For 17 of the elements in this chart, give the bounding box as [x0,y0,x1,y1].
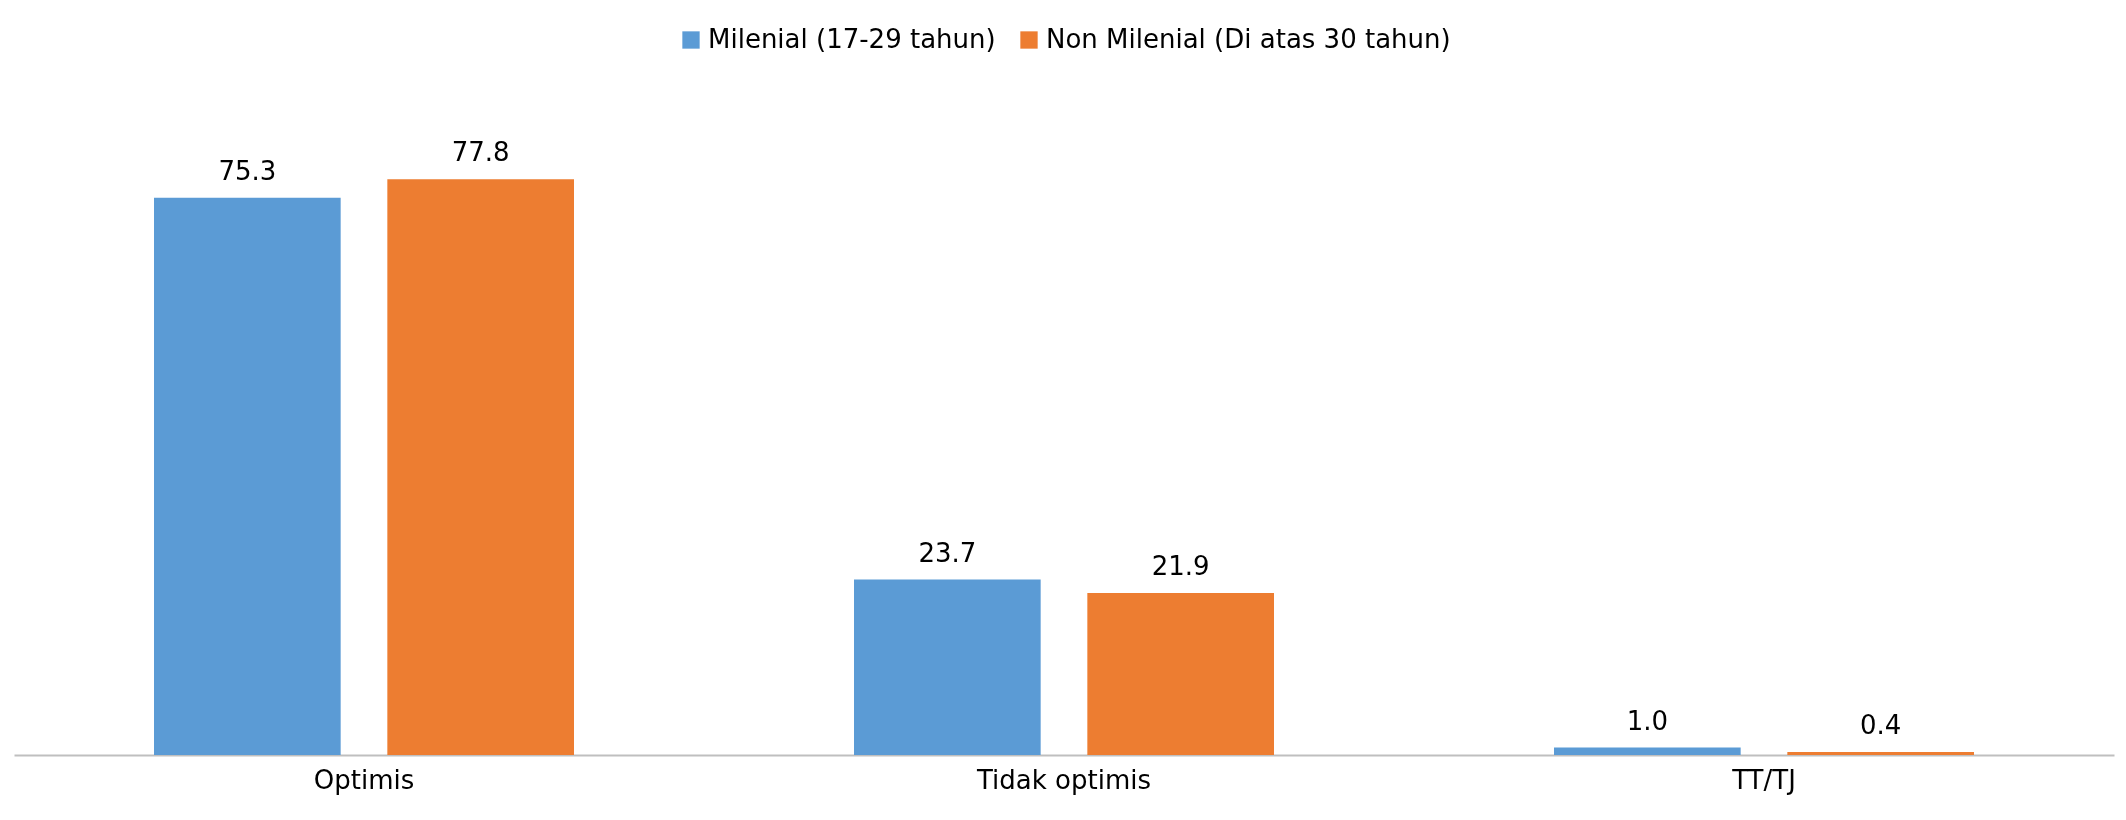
data-label: 1.0 [1626,705,1669,736]
legend-label: Non Milenial (Di atas 30 tahun) [1046,24,1451,54]
legend-label: Milenial (17-29 tahun) [708,24,996,54]
x-tick-label: TT/TJ [1731,764,1796,795]
data-label: 77.8 [451,137,510,168]
bar [387,179,574,755]
x-tick-label: Optimis [313,764,415,795]
data-label: 75.3 [218,155,277,186]
data-label: 23.7 [918,537,977,568]
data-label: 21.9 [1151,550,1210,581]
bar [1554,747,1741,755]
bar [154,197,341,755]
x-tick-label: Tidak optimis [976,764,1151,795]
bar [854,579,1041,755]
bar [1787,752,1974,755]
bar [1087,592,1274,755]
data-label: 0.4 [1859,710,1902,741]
